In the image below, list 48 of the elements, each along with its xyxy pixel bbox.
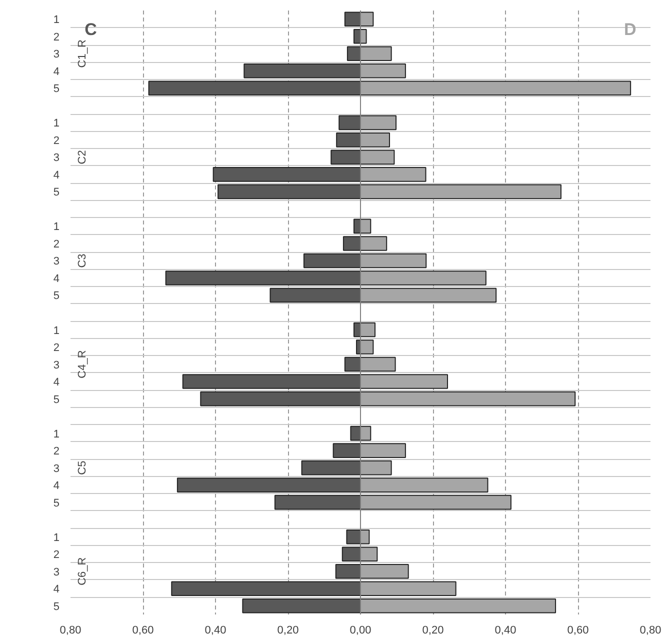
annotation: C1_R <box>76 40 88 68</box>
y-tick-label: 2 <box>53 549 60 562</box>
annotation: C3 <box>76 254 88 268</box>
annotation: C4_R <box>76 350 88 378</box>
y-tick-label: 3 <box>53 152 60 164</box>
y-tick-label: 4 <box>53 480 60 492</box>
y-tick-label: 3 <box>53 256 60 268</box>
y-tick-label: 5 <box>53 497 60 510</box>
y-tick-label: 3 <box>53 48 60 61</box>
y-tick-label: 5 <box>53 600 60 613</box>
y-tick-label: 1 <box>53 532 60 544</box>
y-tick-label: 5 <box>53 394 60 406</box>
y-tick-label: 4 <box>53 376 60 389</box>
annotation: C2 <box>76 150 88 164</box>
bar <box>360 340 374 354</box>
y-tick-label: 4 <box>53 66 60 78</box>
y-tick-label: 3 <box>53 462 60 475</box>
y-tick-label: 2 <box>53 238 60 250</box>
y-tick-label: 1 <box>53 221 60 234</box>
y-tick-label: 2 <box>53 134 60 147</box>
x-tick-label: 0,60 <box>567 624 589 636</box>
y-tick-label: 2 <box>53 31 60 44</box>
y-tick-label: 5 <box>53 290 60 302</box>
y-tick-label: 5 <box>53 186 60 199</box>
y-tick-label: 2 <box>53 342 60 354</box>
x-tick-label: 0,60 <box>132 624 154 636</box>
annotation: C5 <box>76 460 88 475</box>
text: C <box>84 20 97 39</box>
x-tick-label: 0,20 <box>422 624 444 636</box>
x-tick-label: 0,80 <box>640 624 662 636</box>
y-tick-label: 1 <box>53 14 60 26</box>
y-tick-label: 3 <box>53 359 60 372</box>
x-tick-label: 0,00 <box>350 624 372 636</box>
y-tick-label: 1 <box>53 428 60 440</box>
y-tick-label: 2 <box>53 446 60 458</box>
y-tick-label: 5 <box>53 83 60 96</box>
y-tick-label: 4 <box>53 584 60 596</box>
text: D <box>624 20 636 39</box>
y-tick-label: 3 <box>53 566 60 578</box>
y-tick-label: 4 <box>53 169 60 182</box>
y-tick-label: 1 <box>53 118 60 130</box>
x-tick-label: 0,40 <box>204 624 226 636</box>
x-tick-label: 0,80 <box>60 624 82 636</box>
x-tick-label: 0,20 <box>277 624 299 636</box>
annotation: C6_R <box>76 557 88 586</box>
x-tick-label: 0,40 <box>494 624 516 636</box>
y-tick-label: 4 <box>53 272 60 285</box>
y-tick-label: 1 <box>53 324 60 337</box>
